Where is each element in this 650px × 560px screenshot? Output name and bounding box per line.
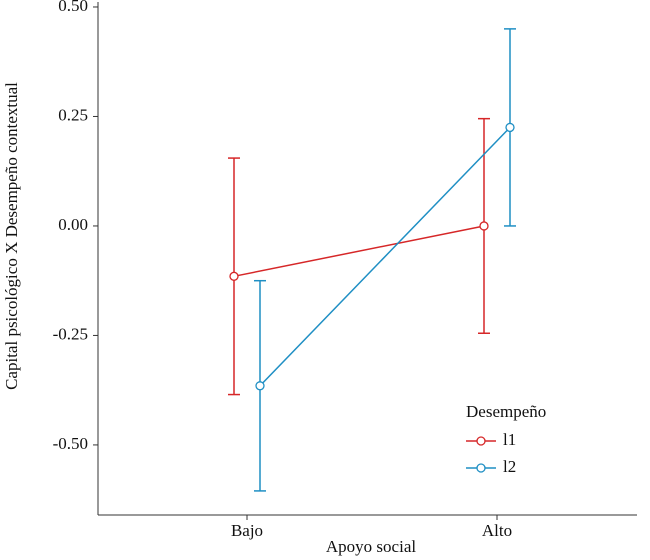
x-tick-label: Alto xyxy=(482,521,512,540)
legend-label: l1 xyxy=(503,430,516,449)
y-tick-label: -0.25 xyxy=(53,324,88,343)
legend-marker xyxy=(476,463,486,473)
point xyxy=(479,221,489,231)
point xyxy=(229,271,239,281)
series-line xyxy=(233,225,485,278)
series-line xyxy=(259,126,511,387)
x-axis-label: Apoyo social xyxy=(326,537,416,556)
y-tick-label: 0.00 xyxy=(58,215,88,234)
legend-label: l2 xyxy=(503,457,516,476)
point xyxy=(255,381,265,391)
legend-marker xyxy=(476,436,486,446)
x-tick-label: Bajo xyxy=(231,521,263,540)
y-tick-label: -0.50 xyxy=(53,434,88,453)
point xyxy=(505,122,515,133)
legend-title: Desempeño xyxy=(466,402,546,421)
y-axis-label: Capital psicológico X Desempeño contextu… xyxy=(2,82,21,390)
y-tick-label: 0.50 xyxy=(58,0,88,15)
y-tick-label: 0.25 xyxy=(58,105,88,124)
